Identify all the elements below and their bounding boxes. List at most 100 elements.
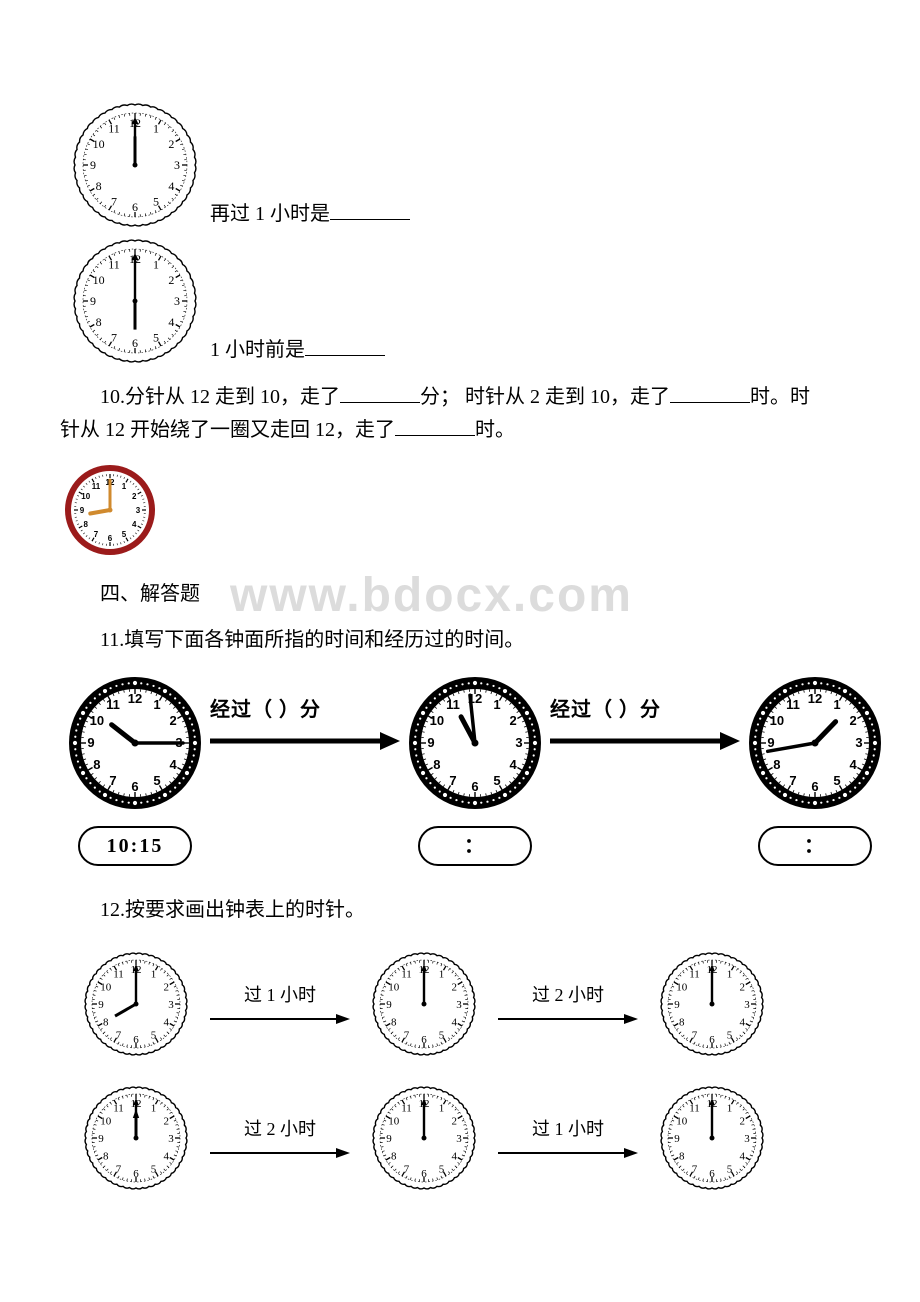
q12-row-2: 123456789101112 过 2 小时 123456789101112 过… <box>64 1078 860 1198</box>
svg-text:2: 2 <box>740 982 746 994</box>
svg-text:11: 11 <box>113 1103 124 1115</box>
svg-text:2: 2 <box>740 1116 746 1128</box>
q12-arrow-r1b-label: 过 2 小时 <box>532 981 604 1010</box>
svg-text:5: 5 <box>439 1029 445 1041</box>
svg-text:3: 3 <box>456 1133 462 1145</box>
svg-text:9: 9 <box>98 999 104 1011</box>
q12-row-1: 123456789101112 过 1 小时 123456789101112 过… <box>64 944 860 1064</box>
svg-text:2: 2 <box>132 492 137 501</box>
svg-text:4: 4 <box>849 757 857 772</box>
svg-text:10: 10 <box>90 713 104 728</box>
svg-text:4: 4 <box>452 1017 458 1029</box>
svg-text:6: 6 <box>108 534 113 543</box>
q12-clock-r2c3: 123456789101112 <box>647 1078 777 1198</box>
svg-text:11: 11 <box>786 697 800 712</box>
q9-clock-1: 123456789101112 <box>60 100 210 230</box>
svg-text:9: 9 <box>767 735 774 750</box>
svg-text:8: 8 <box>103 1151 109 1163</box>
svg-text:4: 4 <box>168 315 174 329</box>
svg-text:6: 6 <box>132 336 138 350</box>
svg-text:3: 3 <box>174 158 180 172</box>
svg-text:9: 9 <box>98 1133 104 1145</box>
svg-text:9: 9 <box>427 735 434 750</box>
svg-text:9: 9 <box>674 999 680 1011</box>
svg-text:5: 5 <box>153 194 159 208</box>
svg-text:10: 10 <box>93 273 105 287</box>
q10-line1-b: 分； 时针从 2 走到 10，走了 <box>420 386 670 408</box>
q11-arrow-1-label: 经过（ ）分 <box>210 694 321 726</box>
q11-col-3: 123456789101112 ： <box>740 668 890 866</box>
svg-text:12: 12 <box>128 691 142 706</box>
arrow-right-icon <box>210 1145 350 1161</box>
q11-col-1: 123456789101112 10:15 <box>60 668 210 866</box>
q9-text-1-prefix: 再过 1 小时是 <box>210 203 330 225</box>
svg-text:1: 1 <box>493 697 500 712</box>
q12-arrow-r2a-label: 过 2 小时 <box>244 1115 316 1144</box>
svg-text:7: 7 <box>94 530 99 539</box>
q11-clock-3: 123456789101112 <box>740 668 890 818</box>
q12-arrow-r2b-label: 过 1 小时 <box>532 1115 604 1144</box>
svg-text:8: 8 <box>391 1151 397 1163</box>
svg-text:1: 1 <box>833 697 840 712</box>
svg-text:1: 1 <box>439 969 445 981</box>
q12-clock-r2c1: 123456789101112 <box>71 1078 201 1198</box>
arrow-right-icon <box>498 1145 638 1161</box>
svg-text:6: 6 <box>421 1034 427 1046</box>
svg-text:1: 1 <box>727 1103 733 1115</box>
svg-text:8: 8 <box>96 179 102 193</box>
svg-text:2: 2 <box>169 713 176 728</box>
q12-arrow-r1a: 过 1 小时 <box>208 981 352 1028</box>
svg-text:11: 11 <box>108 122 120 136</box>
svg-text:4: 4 <box>168 179 174 193</box>
q12-arrow-r1b: 过 2 小时 <box>496 981 640 1028</box>
svg-text:3: 3 <box>174 294 180 308</box>
svg-text:3: 3 <box>515 735 522 750</box>
svg-text:6: 6 <box>131 779 138 794</box>
q11-clock-2: 123456789101112 <box>400 668 550 818</box>
q10-line1-c: 时。时 <box>750 386 810 408</box>
svg-text:11: 11 <box>689 969 700 981</box>
q11-arrow-2: 经过（ ）分 <box>550 668 740 754</box>
svg-text:1: 1 <box>151 969 157 981</box>
svg-text:5: 5 <box>151 1029 157 1041</box>
svg-text:10: 10 <box>100 1116 112 1128</box>
q11-timebox-1: 10:15 <box>78 826 192 866</box>
svg-text:1: 1 <box>727 969 733 981</box>
q11-col-2: 123456789101112 ： <box>400 668 550 866</box>
svg-text:10: 10 <box>770 713 784 728</box>
svg-text:1: 1 <box>153 697 160 712</box>
q9-row-2: 123456789101112 1 小时前是 <box>60 236 860 366</box>
svg-text:8: 8 <box>773 757 780 772</box>
svg-text:5: 5 <box>153 773 160 788</box>
q11-clock-1: 123456789101112 <box>60 668 210 818</box>
q11-caption: 11.填写下面各钟面所指的时间和经历过的时间。 <box>60 624 860 656</box>
svg-text:5: 5 <box>833 773 840 788</box>
svg-text:6: 6 <box>133 1168 139 1180</box>
arrow-right-icon <box>210 1011 350 1027</box>
svg-text:6: 6 <box>471 779 478 794</box>
svg-text:4: 4 <box>164 1151 170 1163</box>
svg-text:11: 11 <box>108 258 120 272</box>
q11-arrow-2-label: 经过（ ）分 <box>550 694 661 726</box>
svg-text:10: 10 <box>676 982 688 994</box>
q9-blank-1 <box>330 197 410 220</box>
svg-text:8: 8 <box>433 757 440 772</box>
svg-text:3: 3 <box>168 999 174 1011</box>
svg-text:7: 7 <box>789 773 796 788</box>
svg-text:1: 1 <box>153 122 159 136</box>
svg-text:9: 9 <box>90 294 96 308</box>
svg-text:10: 10 <box>676 1116 688 1128</box>
svg-text:6: 6 <box>709 1168 715 1180</box>
svg-text:4: 4 <box>740 1151 746 1163</box>
q9-blank-2 <box>305 333 385 356</box>
q10-line1-a: 10.分针从 12 走到 10，走了 <box>100 386 340 408</box>
q12-caption: 12.按要求画出钟表上的时针。 <box>60 894 860 926</box>
svg-text:8: 8 <box>679 1151 685 1163</box>
svg-text:8: 8 <box>103 1017 109 1029</box>
svg-text:9: 9 <box>87 735 94 750</box>
svg-text:10: 10 <box>100 982 112 994</box>
svg-text:9: 9 <box>386 999 392 1011</box>
svg-text:1: 1 <box>122 482 127 491</box>
q12-arrow-r1a-label: 过 1 小时 <box>244 981 316 1010</box>
q9-text-1: 再过 1 小时是 <box>210 197 410 230</box>
